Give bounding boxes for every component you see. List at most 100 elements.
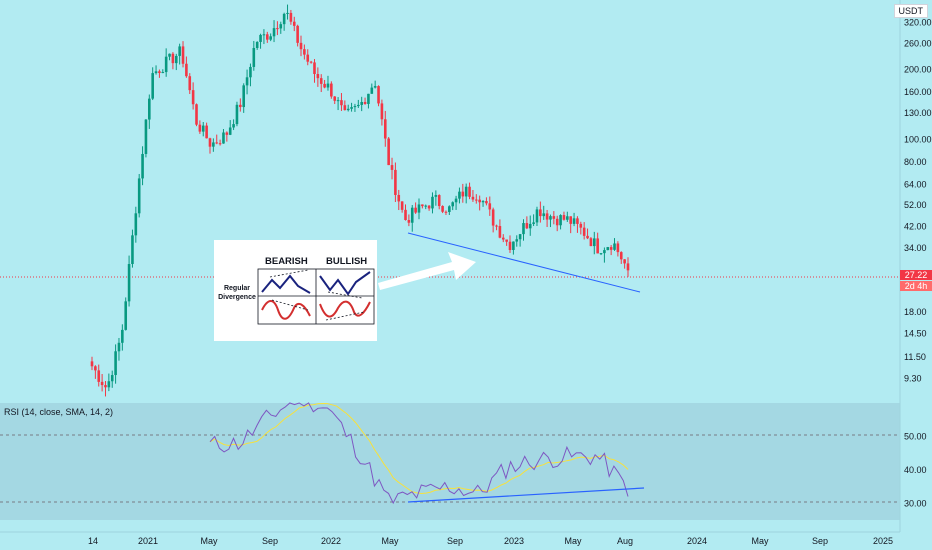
candle-body bbox=[154, 71, 158, 74]
candle-body bbox=[579, 223, 583, 228]
candle-body bbox=[518, 234, 522, 240]
candle-body bbox=[282, 13, 286, 25]
candle-body bbox=[454, 198, 458, 203]
candle-body bbox=[286, 12, 289, 14]
candle-body bbox=[212, 142, 215, 147]
candle-body bbox=[208, 138, 212, 147]
candle-body bbox=[191, 90, 195, 105]
candle-body bbox=[137, 178, 141, 214]
candle-body bbox=[255, 41, 259, 48]
price-tick-label: 260.00 bbox=[904, 38, 932, 48]
white-arrow bbox=[378, 252, 476, 290]
price-tick-label: 100.00 bbox=[904, 134, 932, 144]
candle-body bbox=[117, 342, 121, 352]
candle-body bbox=[269, 36, 272, 40]
candle-body bbox=[104, 385, 107, 388]
candle-body bbox=[228, 127, 232, 135]
time-tick-label: May bbox=[381, 536, 399, 546]
candle-body bbox=[239, 104, 242, 108]
candle-body bbox=[606, 247, 610, 251]
candle-body bbox=[289, 12, 293, 22]
candle-body bbox=[394, 169, 397, 195]
time-tick-label: Sep bbox=[447, 536, 463, 546]
candle-body bbox=[326, 83, 330, 88]
candle-body bbox=[181, 46, 185, 64]
candle-body bbox=[245, 77, 249, 86]
candle-body bbox=[114, 351, 117, 376]
candle-body bbox=[417, 204, 421, 213]
rsi-tick-label: 30.00 bbox=[904, 498, 927, 508]
rsi-title[interactable]: RSI (14, close, SMA, 14, 2) bbox=[4, 407, 114, 417]
candle-body bbox=[232, 124, 235, 128]
candle-body bbox=[276, 28, 279, 30]
candle-body bbox=[363, 101, 367, 104]
candle-body bbox=[309, 61, 313, 63]
candle-body bbox=[100, 381, 104, 386]
price-tick-label: 160.00 bbox=[904, 87, 932, 97]
price-tick-label: 130.00 bbox=[904, 108, 932, 118]
candle-body bbox=[225, 132, 229, 135]
candle-body bbox=[596, 238, 599, 254]
candle-body bbox=[400, 201, 404, 210]
candle-body bbox=[498, 226, 502, 238]
candle-body bbox=[141, 153, 144, 179]
candle-body bbox=[488, 203, 492, 210]
candle-body bbox=[370, 87, 374, 94]
candle-body bbox=[387, 138, 390, 166]
candle-body bbox=[623, 259, 626, 264]
candle-body bbox=[383, 119, 387, 139]
candle-body bbox=[603, 250, 606, 254]
candle-body bbox=[525, 223, 529, 229]
time-tick-label: Sep bbox=[262, 536, 278, 546]
candle-body bbox=[333, 96, 337, 101]
candle-body bbox=[437, 195, 441, 207]
candle-body bbox=[451, 202, 455, 207]
candle-body bbox=[424, 205, 428, 207]
price-tick-label: 34.00 bbox=[904, 243, 927, 253]
candle-body bbox=[188, 76, 192, 91]
candle-body bbox=[235, 104, 239, 125]
divergence-diagram bbox=[257, 268, 375, 325]
candle-body bbox=[522, 223, 525, 235]
rsi-tick-label: 40.00 bbox=[904, 465, 927, 475]
candle-body bbox=[316, 74, 320, 79]
price-tick-label: 200.00 bbox=[904, 65, 932, 75]
candle-body bbox=[562, 215, 566, 220]
candle-body bbox=[292, 21, 296, 26]
candle-body bbox=[161, 72, 165, 74]
regular-divergence-label: Regular Divergence bbox=[218, 285, 256, 301]
candles bbox=[90, 4, 630, 397]
candle-body bbox=[299, 42, 303, 50]
candle-body bbox=[90, 361, 94, 367]
candle-body bbox=[427, 205, 431, 209]
candle-body bbox=[272, 28, 276, 37]
candle-body bbox=[360, 101, 363, 105]
candle-body bbox=[205, 125, 208, 139]
price-tick-label: 52.00 bbox=[904, 200, 927, 210]
candle-body bbox=[582, 227, 586, 236]
time-tick-label: May bbox=[751, 536, 769, 546]
candle-body bbox=[431, 196, 434, 209]
price-axis: 320.00 260.00 200.00 160.00 130.00 100.00 80.0… bbox=[904, 17, 932, 383]
candle-body bbox=[512, 241, 515, 250]
rsi-line bbox=[209, 402, 629, 505]
candle-body bbox=[252, 47, 256, 67]
price-tick-label: 64.00 bbox=[904, 179, 927, 189]
candle-body bbox=[151, 73, 154, 99]
time-axis: 14 2021 May Sep 2022 May Sep 2023 May Aug 2024 May S… bbox=[88, 536, 893, 546]
candle-body bbox=[242, 85, 245, 108]
candle-body bbox=[410, 207, 414, 223]
candle-body bbox=[535, 209, 539, 223]
currency-label[interactable]: USDT bbox=[893, 4, 928, 18]
candle-body bbox=[458, 191, 461, 199]
candle-body bbox=[148, 98, 151, 120]
candle-body bbox=[613, 243, 616, 250]
candle-body bbox=[592, 238, 596, 247]
candle-body bbox=[626, 263, 630, 271]
time-tick-label: Sep bbox=[812, 536, 828, 546]
candle-body bbox=[97, 370, 101, 382]
candle-body bbox=[249, 66, 252, 78]
candle-body bbox=[549, 216, 552, 220]
candle-body bbox=[555, 218, 559, 226]
